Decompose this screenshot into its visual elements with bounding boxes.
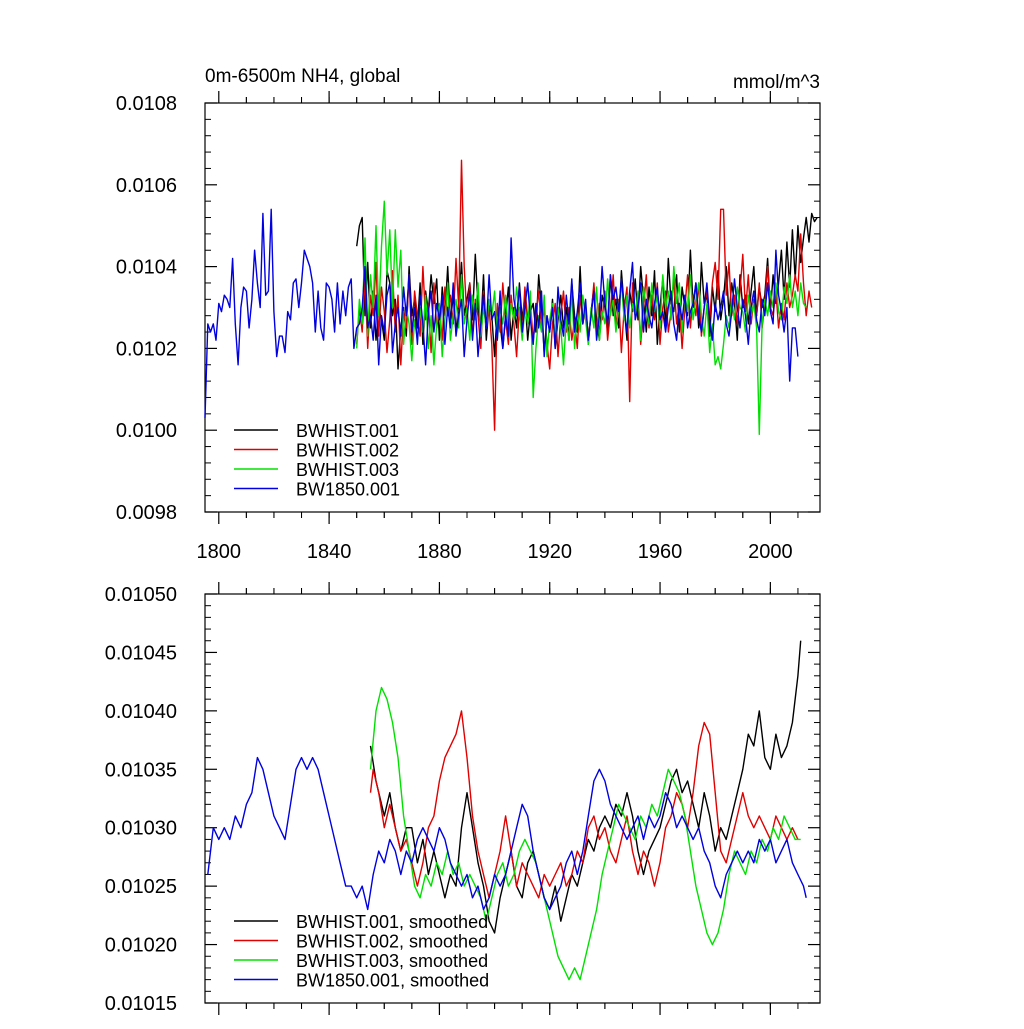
x-tick-label: 1880 bbox=[417, 541, 462, 563]
y-tick-label: 0.0108 bbox=[116, 93, 177, 115]
x-tick-label: 1800 bbox=[197, 541, 242, 563]
legend-label: BW1850.001 bbox=[296, 480, 400, 500]
top-panel: 0m-6500m NH4, global mmol/m^3 0.0108 0.01… bbox=[116, 66, 821, 563]
y-tick-label: 0.01025 bbox=[105, 876, 177, 898]
y-tick-label: 0.0100 bbox=[116, 420, 177, 442]
y-tick-label: 0.01030 bbox=[105, 818, 177, 840]
y-tick-label: 0.01035 bbox=[105, 759, 177, 781]
y-tick-label: 0.01050 bbox=[105, 584, 177, 606]
y-tick-label: 0.0102 bbox=[116, 338, 177, 360]
legend-label: BWHIST.002 bbox=[296, 441, 399, 461]
x-tick-label: 1960 bbox=[638, 541, 683, 563]
x-tick-label: 1840 bbox=[307, 541, 352, 563]
y-tick-label: 0.01015 bbox=[105, 993, 177, 1015]
series-line-bw1850-001 bbox=[204, 208, 799, 418]
y-tick-label: 0.01045 bbox=[105, 642, 177, 664]
bottom-panel: 0.01050 0.01045 0.01040 0.01035 0.01030 0.010… bbox=[105, 582, 821, 1015]
y-tick-label: 0.01020 bbox=[105, 935, 177, 957]
plot-frame bbox=[204, 102, 821, 513]
legend-label: BW1850.001, smoothed bbox=[296, 971, 489, 991]
legend-label: BWHIST.002, smoothed bbox=[296, 932, 488, 952]
x-tick-label: 2000 bbox=[748, 541, 793, 563]
legend-label: BWHIST.001, smoothed bbox=[296, 912, 488, 932]
x-tick-label: 1920 bbox=[527, 541, 572, 563]
legend-label: BWHIST.001 bbox=[296, 421, 399, 441]
series-line-bwhist-001 bbox=[369, 640, 802, 934]
plot-frame bbox=[204, 593, 821, 1004]
top-panel-units: mmol/m^3 bbox=[733, 72, 820, 93]
y-tick-label: 0.0104 bbox=[116, 257, 177, 279]
series-line-bwhist-003 bbox=[369, 686, 801, 981]
series-line-bw1850-001 bbox=[207, 756, 807, 911]
series-line-bwhist-002 bbox=[369, 710, 799, 899]
y-tick-label: 0.0106 bbox=[116, 175, 177, 197]
legend-label: BWHIST.003, smoothed bbox=[296, 951, 488, 971]
y-tick-label: 0.0098 bbox=[116, 502, 177, 524]
top-panel-title: 0m-6500m NH4, global bbox=[205, 66, 400, 87]
legend-label: BWHIST.003 bbox=[296, 460, 399, 480]
y-tick-label: 0.01040 bbox=[105, 701, 177, 723]
series-line-bwhist-001 bbox=[356, 212, 818, 370]
